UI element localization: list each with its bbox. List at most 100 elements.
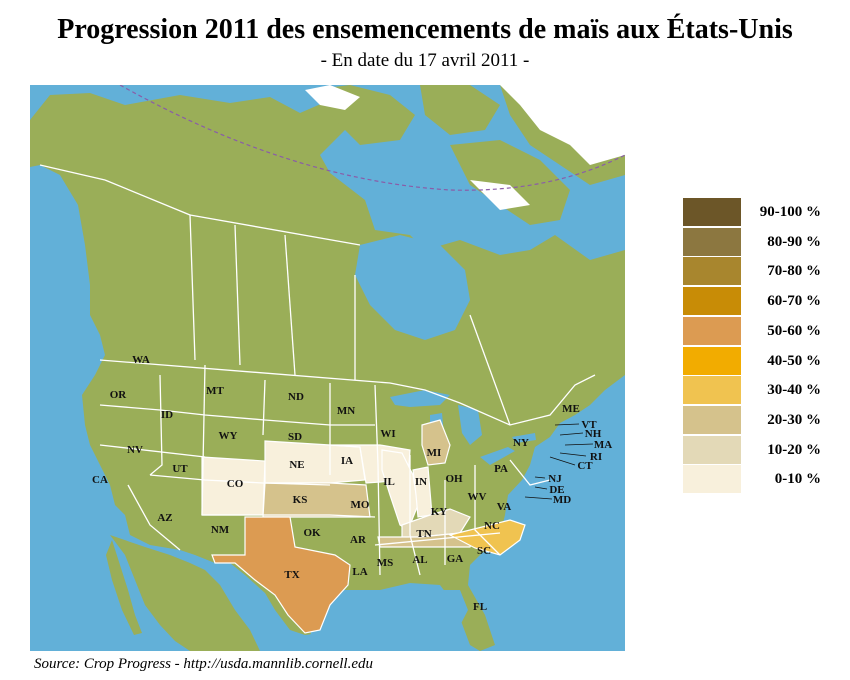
us-state-border-6 [374,384,381,576]
state-label-sc: SC [477,545,491,557]
canada-province-border-6 [469,314,511,426]
source-credit: Source: Crop Progress - http://usda.mann… [34,656,373,672]
north-america-map: WA OR CA NV ID MT WY UT AZ CO NM ND SD NE KS OK TX MN IA MO… [30,85,625,651]
state-label-id: ID [161,409,173,421]
us-canada-border [99,359,596,426]
us-state-border-7 [99,444,206,458]
state-label-nh: NH [585,428,602,440]
canada-province-border-7 [39,164,106,181]
us-state-border-8 [149,474,331,486]
hudson-bay [355,235,470,340]
state-label-in: IN [415,476,427,488]
lake-erie [480,447,515,465]
us-state-border-11 [409,455,421,576]
legend-item: 50-60 % [683,316,833,345]
state-label-al: AL [412,554,427,566]
state-label-me: ME [562,403,580,415]
legend-item: 90-100 % [683,198,833,226]
state-label-ok: OK [303,527,321,539]
state-label-mo: MO [351,499,370,511]
baja-landmass [106,540,142,635]
leader-line-nh [559,432,584,436]
leader-line-nj [534,476,546,479]
legend-item: 40-50 % [683,346,833,375]
legend-item: 30-40 % [683,376,833,405]
legend-label: 50-60 % [767,322,821,339]
state-label-oh: OH [445,473,463,485]
state-label-wy: WY [219,430,238,442]
legend-item: 20-30 % [683,405,833,434]
state-label-ny: NY [513,437,529,449]
state-ks-fill [262,482,371,518]
state-label-nd: ND [288,391,304,403]
state-label-wv: WV [468,491,487,503]
us-state-border-15 [509,459,551,486]
state-label-ky: KY [431,506,448,518]
state-label-de: DE [549,484,564,496]
us-state-border-14 [474,465,501,556]
state-label-sd: SD [288,431,302,443]
leader-line-ct [549,456,576,466]
leader-line-md [524,496,553,500]
ice-patch-1 [305,85,360,110]
state-label-az: AZ [157,512,172,524]
state-nc-fill [448,519,526,556]
state-label-vt: VT [581,419,597,431]
leader-line-layer [524,423,594,500]
canada-province-border-3 [234,224,241,366]
state-label-ga: GA [447,553,464,565]
newfoundland [590,270,625,315]
state-in-fill [412,466,433,518]
state-label-co: CO [227,478,244,490]
border-lines [39,164,596,576]
leader-line-ma [564,443,594,446]
legend-label: 60-70 % [767,293,821,310]
state-label-nj: NJ [548,473,562,485]
legend-label: 90-100 % [759,204,821,220]
gulf-of-mexico [310,590,468,651]
legend-label: 40-50 % [767,352,821,369]
state-label-nv: NV [127,444,143,456]
legend-swatch [683,257,741,286]
legend-swatch [683,316,741,345]
state-label-ut: UT [172,463,188,475]
legend-swatch [683,346,741,375]
state-label-fl: FL [473,601,487,613]
state-label-pa: PA [494,463,508,475]
arctic-island-2 [420,85,500,135]
us-state-border-1 [99,404,375,426]
state-label-md: MD [553,494,571,506]
legend-label: 10-20 % [767,441,821,458]
leader-line-ri [559,452,587,457]
baffin-island [450,140,570,225]
state-label-wa: WA [132,354,150,366]
us-state-border-2 [149,374,163,476]
state-tx-fill [211,516,351,634]
legend-item: 80-90 % [683,227,833,256]
state-label-or: OR [110,389,128,401]
continent-landmass [30,93,625,651]
legend-item: 70-80 % [683,257,833,286]
state-label-ne: NE [289,459,304,471]
state-label-mi: MI [427,447,442,459]
state-label-tx: TX [284,569,299,581]
state-label-ms: MS [377,557,394,569]
lake-ontario [512,433,536,443]
mexico-landmass [110,535,260,651]
arctic-circle-line [119,85,625,191]
legend-swatch [683,227,741,256]
legend-swatch [683,405,741,434]
legend-swatch [683,435,741,464]
legend-label: 30-40 % [767,382,821,399]
canada-province-border-2 [189,214,361,246]
legend-item: 10-20 % [683,435,833,464]
lake-huron [458,405,482,445]
state-label-nm: NM [211,524,230,536]
state-label-nc: NC [484,520,500,532]
legend-item: 60-70 % [683,287,833,316]
state-label-ar: AR [350,534,367,546]
legend-swatch [683,376,741,405]
map-subtitle: - En date du 17 avril 2011 - [320,50,530,71]
state-label-mt: MT [206,385,224,397]
state-label-tn: TN [416,528,431,540]
